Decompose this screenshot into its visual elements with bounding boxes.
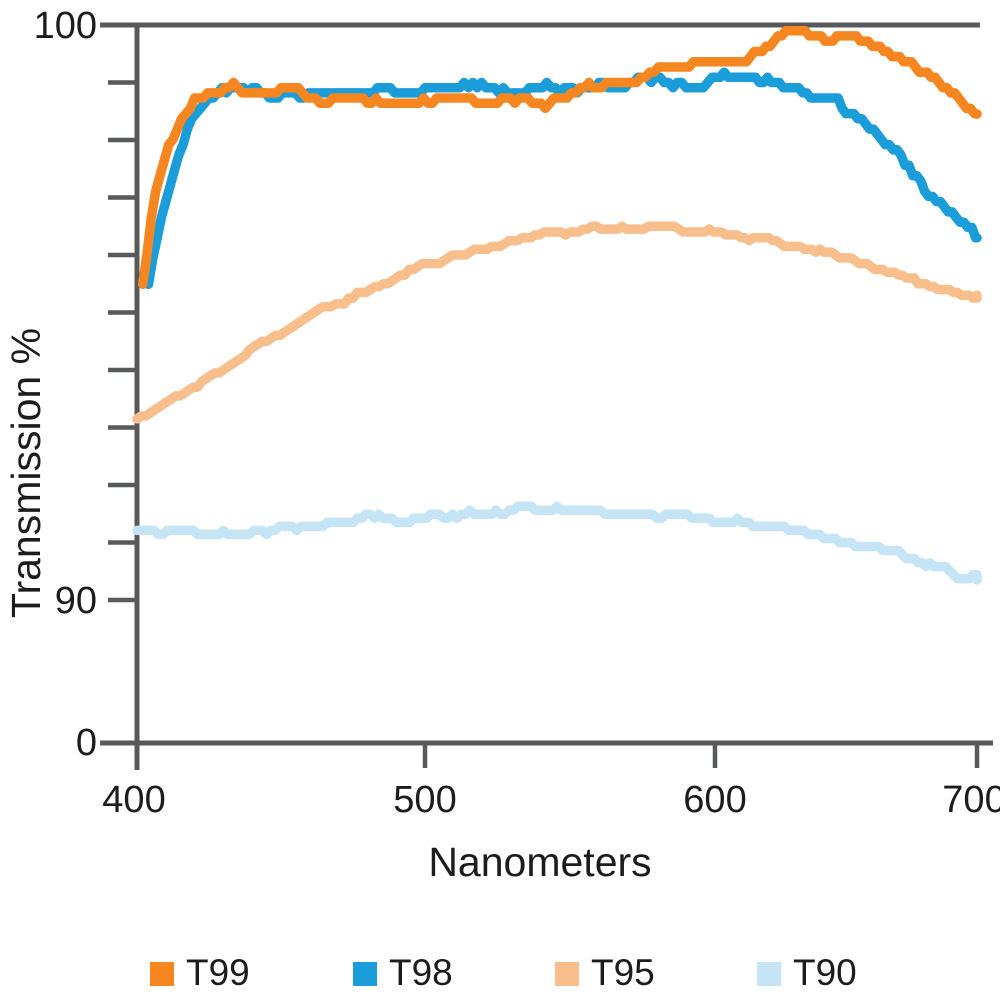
legend-item-t90: T90 [757,952,857,993]
axes [100,22,993,770]
x-tick-label-600: 600 [683,779,746,821]
legend-label-t95: T95 [591,952,655,993]
legend: T99 T98 T95 T90 [150,952,857,993]
y-tick-label-90: 90 [55,580,97,622]
legend-item-t99: T99 [150,952,250,993]
y-axis-title: Transmission % [3,328,49,618]
series-line-t95 [132,221,982,424]
y-axis-ticks [108,22,139,746]
series-line-t98 [143,67,982,290]
legend-item-t98: T98 [353,952,453,993]
axis-labels: 100 90 0 400 500 600 700 Nanometers Tran… [3,5,1000,885]
y-tick-label-100: 100 [34,5,97,47]
legend-swatch-t95 [555,962,579,986]
series-line-t99 [138,26,982,290]
legend-label-t90: T90 [793,952,857,993]
legend-label-t99: T99 [186,952,250,993]
x-axis-ticks [134,743,980,768]
y-tick-label-0: 0 [76,722,97,764]
x-tick-label-500: 500 [393,779,456,821]
x-axis-title: Nanometers [428,839,651,885]
series-line-t90 [132,501,982,585]
x-tick-label-700: 700 [942,779,1000,821]
legend-swatch-t90 [757,962,781,986]
legend-swatch-t98 [353,962,377,986]
legend-item-t95: T95 [555,952,655,993]
x-tick-label-400: 400 [102,779,165,821]
series-lines [132,26,982,585]
legend-swatch-t99 [150,962,174,986]
legend-label-t98: T98 [389,952,453,993]
